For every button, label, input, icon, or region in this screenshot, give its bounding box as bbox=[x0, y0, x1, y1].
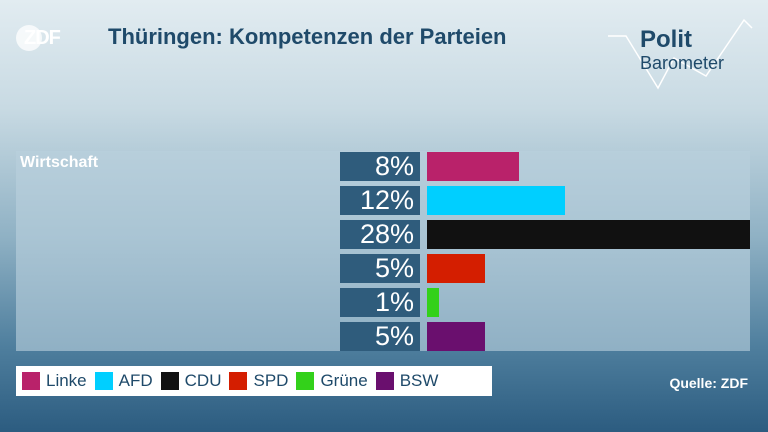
category-label: Wirtschaft bbox=[20, 154, 99, 171]
legend-item-bsw: BSW bbox=[375, 371, 439, 391]
value-label-afd: 12% bbox=[340, 186, 420, 215]
zdf-logo-disc bbox=[16, 25, 42, 51]
chart-panel bbox=[16, 151, 750, 351]
legend-label: CDU bbox=[184, 371, 222, 390]
legend-label: SPD bbox=[253, 371, 289, 390]
legend-label: Grüne bbox=[320, 371, 368, 390]
legend-swatch bbox=[160, 372, 179, 390]
legend-label: AFD bbox=[118, 371, 153, 390]
bar-bsw bbox=[427, 322, 485, 351]
legend-swatch bbox=[22, 372, 40, 390]
chart-title: Thüringen: Kompetenzen der Parteien bbox=[108, 24, 507, 49]
legend-item-linke: Linke bbox=[22, 371, 87, 391]
bar-spd bbox=[427, 254, 485, 283]
politbarometer-word-barometer: Barometer bbox=[640, 53, 725, 73]
zdf-logo-text: ZDF bbox=[24, 26, 61, 49]
legend: Linke AFD CDU SPD Grüne BSW bbox=[16, 366, 492, 396]
bar-linke bbox=[427, 152, 519, 181]
bar-afd bbox=[427, 186, 565, 215]
legend-label: Linke bbox=[46, 371, 87, 390]
legend-swatch bbox=[94, 372, 113, 390]
legend-item-spd: SPD bbox=[229, 371, 288, 391]
politbarometer-zigzag-icon bbox=[608, 18, 753, 90]
bar-cdu bbox=[427, 220, 750, 249]
value-label-bsw: 5% bbox=[340, 322, 420, 351]
legend-item-cdu: CDU bbox=[160, 371, 222, 391]
value-label-linke: 8% bbox=[340, 152, 420, 181]
value-label-spd: 5% bbox=[340, 254, 420, 283]
politbarometer-word-polit: Polit bbox=[640, 26, 692, 53]
value-label-cdu: 28% bbox=[340, 220, 420, 249]
politbarometer-logo: Polit Barometer bbox=[604, 14, 756, 94]
legend-label: BSW bbox=[399, 371, 439, 390]
legend-swatch bbox=[375, 372, 394, 390]
legend-item-afd: AFD bbox=[94, 371, 153, 391]
source-label: Quelle: ZDF bbox=[669, 375, 748, 391]
bar-grüne bbox=[427, 288, 439, 317]
zdf-logo: ZDF bbox=[16, 24, 76, 52]
legend-swatch bbox=[229, 372, 248, 390]
legend-swatch bbox=[296, 372, 315, 390]
legend-item-grüne: Grüne bbox=[296, 371, 368, 391]
value-label-grüne: 1% bbox=[340, 288, 420, 317]
